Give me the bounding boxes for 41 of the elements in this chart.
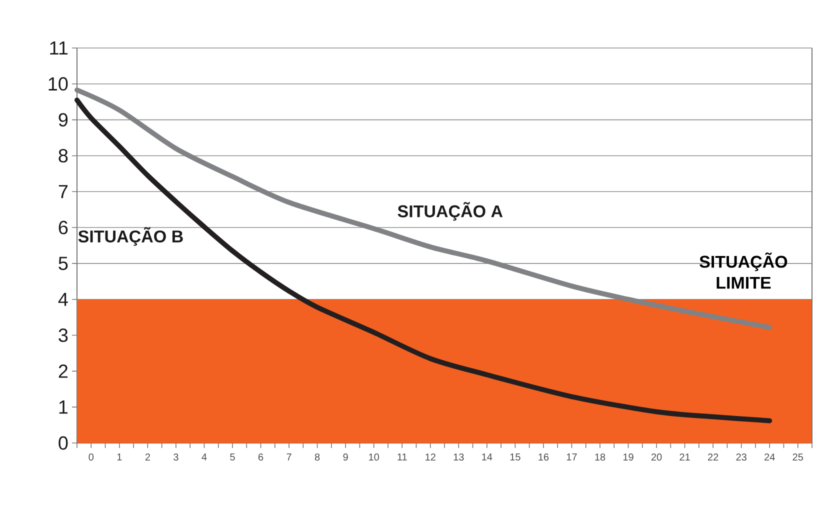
x-tick-label: 12 <box>426 454 436 460</box>
y-tick-label: 5 <box>58 256 68 270</box>
y-tick-label: 0 <box>58 436 68 450</box>
y-tick-label: 4 <box>58 292 68 306</box>
x-tick-label: 0 <box>88 454 94 461</box>
y-tick-label: 3 <box>58 328 68 342</box>
x-tick-label: 5 <box>230 454 235 460</box>
x-tick-label: 23 <box>736 454 746 461</box>
x-tick-label: 1 <box>117 454 122 460</box>
x-tick-label: 10 <box>369 454 380 461</box>
series-label: SITUAÇÃO B <box>78 227 183 246</box>
x-tick-label: 25 <box>792 454 804 461</box>
x-tick-label: 15 <box>510 454 520 460</box>
x-tick-label: 21 <box>680 454 690 460</box>
x-tick-label: 4 <box>202 454 207 460</box>
x-tick-label: 6 <box>258 454 264 461</box>
x-tick-label: 17 <box>566 454 577 460</box>
y-tick-label: 11 <box>50 41 68 55</box>
x-tick-label: 14 <box>482 454 492 460</box>
x-tick-label: 9 <box>343 454 348 461</box>
y-tick-label: 1 <box>59 400 68 414</box>
x-tick-label: 3 <box>174 454 178 461</box>
x-tick-label: 16 <box>538 454 549 461</box>
x-tick-label: 24 <box>764 454 775 460</box>
y-tick-label: 8 <box>58 148 68 162</box>
x-tick-label: 19 <box>623 454 634 461</box>
x-tick-label: 13 <box>454 454 464 461</box>
band-label: SITUAÇÃO LIMITE <box>700 252 788 289</box>
x-tick-label: 8 <box>314 454 320 461</box>
y-tick-label: 6 <box>58 220 68 234</box>
series-label: SITUAÇÃO A <box>398 202 503 221</box>
x-tick-label: 11 <box>398 454 407 460</box>
x-tick-label: 7 <box>286 454 292 460</box>
x-tick-label: 2 <box>145 454 150 460</box>
x-tick-label: 20 <box>651 454 662 461</box>
x-tick-label: 18 <box>595 454 606 461</box>
y-tick-label: 9 <box>58 113 68 127</box>
y-tick-label: 2 <box>58 364 68 378</box>
y-tick-label: 10 <box>48 77 68 91</box>
x-tick-label: 22 <box>708 454 718 460</box>
y-tick-label: 7 <box>58 185 68 198</box>
